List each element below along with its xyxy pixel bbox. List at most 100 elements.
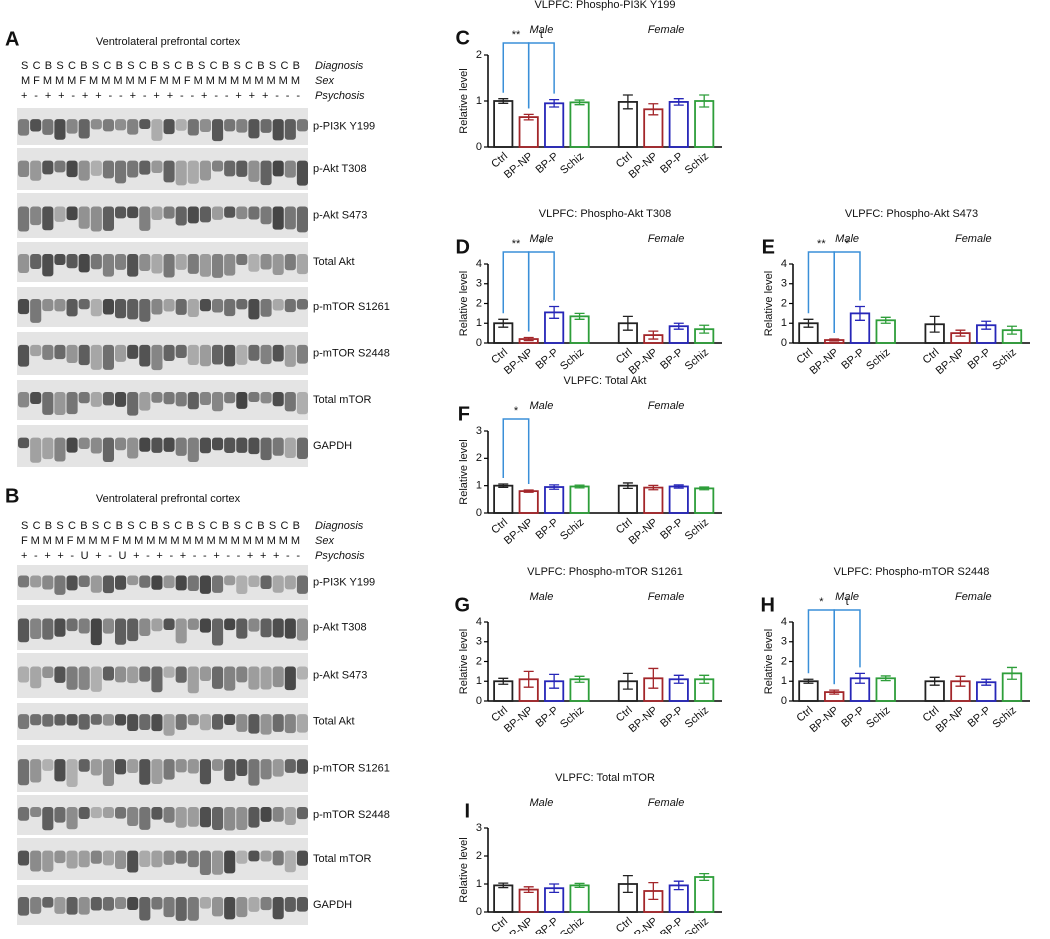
- blot-band: [90, 714, 102, 725]
- blot-band: [163, 897, 175, 918]
- blot-band: [115, 392, 127, 407]
- group-label: Female: [648, 24, 685, 36]
- blot-band: [139, 666, 151, 682]
- blot-band: [272, 437, 284, 456]
- blot-band: [115, 575, 127, 590]
- x-tick-label: Schiz: [558, 704, 586, 730]
- protein-label: p-mTOR S1261: [313, 301, 390, 313]
- blot-band: [90, 575, 102, 593]
- bar: [875, 677, 896, 702]
- blot-band: [224, 299, 236, 317]
- chart-title: VLPFC: Total Akt: [564, 375, 647, 387]
- blot-band: [151, 666, 163, 693]
- error-bar: [549, 673, 560, 689]
- blot-band: [224, 714, 236, 725]
- blot-band: [139, 807, 151, 830]
- blot-band: [272, 119, 284, 141]
- blot-band: [248, 807, 260, 828]
- blot-band: [127, 344, 139, 359]
- error-bar: [622, 94, 633, 110]
- blot-band: [199, 575, 211, 594]
- blot-band: [151, 206, 163, 221]
- blot-band: [284, 666, 296, 691]
- blot-band: [296, 759, 308, 774]
- blot-band: [127, 160, 139, 178]
- blot-band: [163, 807, 175, 823]
- y-tick-label: 1: [476, 675, 482, 687]
- x-tick-label: Schiz: [558, 150, 586, 176]
- chart-title: VLPFC: Total mTOR: [555, 772, 655, 784]
- x-tick-label: BP-NP: [627, 516, 660, 547]
- blot-band: [102, 160, 114, 179]
- blot-band: [284, 575, 296, 590]
- y-tick-label: 2: [781, 655, 787, 667]
- blot-band: [102, 618, 114, 634]
- y-tick-label: 3: [476, 278, 482, 290]
- bar: [643, 486, 664, 514]
- y-tick-label: 2: [476, 655, 482, 667]
- blot-band: [236, 392, 248, 409]
- y-tick-label: 4: [781, 258, 787, 270]
- blot-band: [236, 850, 248, 864]
- blot-band: [30, 299, 42, 323]
- blot-band: [224, 807, 236, 831]
- panel-letter: D: [456, 236, 470, 258]
- blot-band: [284, 206, 296, 230]
- blot-band: [212, 437, 224, 451]
- blot-band: [248, 714, 260, 734]
- blot-band: [151, 437, 163, 453]
- x-tick-label: BP-NP: [934, 346, 967, 377]
- blot-band: [115, 666, 127, 683]
- blot-band: [199, 160, 211, 181]
- blot-band: [296, 897, 308, 912]
- protein-label: GAPDH: [313, 440, 352, 452]
- significance-bracket: [833, 251, 861, 334]
- error-bar: [574, 312, 585, 320]
- blot-band: [163, 575, 175, 589]
- blot-band: [18, 299, 30, 315]
- blot-band: [224, 897, 236, 920]
- x-tick-label: BP-P: [534, 150, 561, 176]
- blot-band: [296, 160, 308, 186]
- y-tick-label: 3: [781, 636, 787, 648]
- x-tick-label: Schiz: [558, 516, 586, 542]
- error-bar: [673, 484, 684, 489]
- blot-band: [296, 299, 308, 310]
- chart-title: VLPFC: Phospho-mTOR S2448: [834, 566, 990, 578]
- blot-band: [66, 575, 78, 591]
- blot-band: [127, 437, 139, 459]
- y-tick-label: 2: [476, 49, 482, 61]
- blot-band: [248, 254, 260, 272]
- error-bar: [574, 675, 585, 683]
- blot-band: [42, 344, 54, 360]
- error-bar: [549, 305, 560, 319]
- blot-band: [212, 850, 224, 875]
- blot-band: [260, 850, 272, 862]
- y-tick-label: 1: [476, 317, 482, 329]
- protein-label: Total mTOR: [313, 853, 372, 865]
- blot-band: [90, 299, 102, 317]
- blot-band: [212, 344, 224, 365]
- blot-band: [54, 618, 66, 637]
- blot-band: [54, 666, 66, 683]
- blot-title: Ventrolateral prefrontal cortex: [96, 36, 241, 48]
- blot-band: [260, 666, 272, 690]
- blot-band: [163, 618, 175, 630]
- x-tick-label: BP-NP: [627, 346, 660, 377]
- blot-band: [199, 618, 211, 633]
- protein-label: p-Akt T308: [313, 163, 367, 175]
- y-tick-label: 4: [476, 258, 482, 270]
- blot-band: [102, 254, 114, 277]
- error-bar: [622, 315, 633, 331]
- blot-band: [151, 575, 163, 590]
- blot-band: [115, 344, 127, 362]
- y-tick-label: 3: [781, 278, 787, 290]
- blot-band: [224, 759, 236, 782]
- protein-label: p-PI3K Y199: [313, 120, 375, 132]
- y-tick-label: 0: [476, 695, 482, 707]
- blot-band: [78, 897, 90, 915]
- error-bar: [523, 113, 534, 121]
- blot-band: [127, 666, 139, 684]
- blot-band: [30, 344, 42, 357]
- chart-title: VLPFC: Phospho-mTOR S1261: [527, 566, 683, 578]
